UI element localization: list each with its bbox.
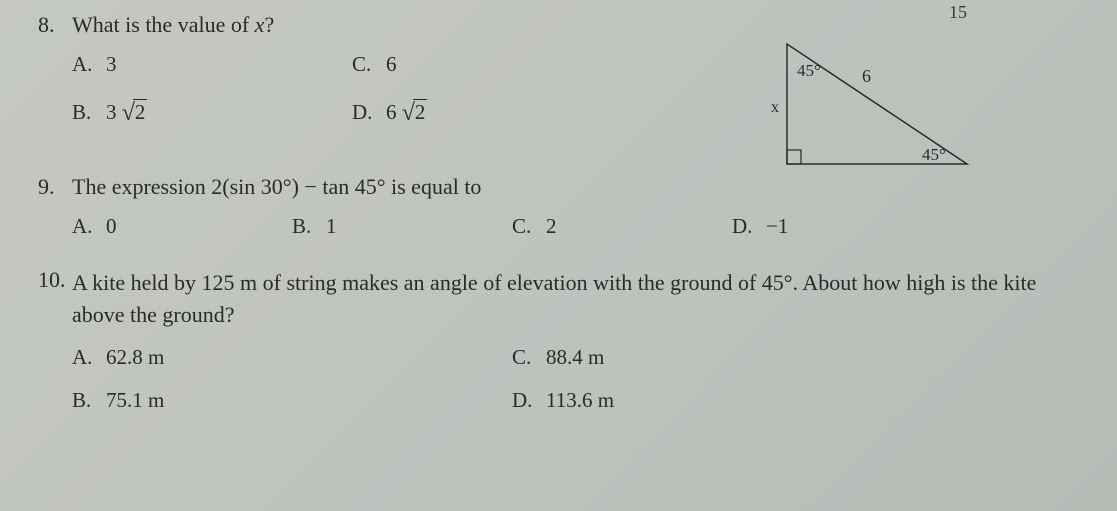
question-9: 9. The expression 2(sin 30°) − tan 45° i… (38, 174, 1087, 239)
q10-choice-D-value: 113.6 m (546, 388, 614, 413)
question-8-number: 8. (38, 12, 72, 38)
q9-choice-C-value: 2 (546, 214, 557, 239)
q8-choice-B-letter: B. (72, 100, 94, 125)
q10-choice-D-letter: D. (512, 388, 534, 413)
q10-choice-B: B. 75.1 m (72, 388, 512, 413)
q9-choice-B: B. 1 (292, 214, 512, 239)
q9-choice-B-letter: B. (292, 214, 314, 239)
q10-choice-C-value: 88.4 m (546, 345, 604, 370)
side-x-label: x (771, 99, 779, 116)
question-8-prompt: What is the value of x? (72, 12, 274, 38)
q8-choice-B: B. 3 √2 (72, 99, 352, 126)
hypotenuse-label: 6 (862, 66, 871, 86)
q9-choice-C: C. 2 (512, 214, 732, 239)
q9-choice-C-letter: C. (512, 214, 534, 239)
q10-choice-C: C. 88.4 m (512, 345, 952, 370)
q8-prompt-suffix: ? (264, 12, 274, 37)
radical-icon: √ (122, 100, 135, 127)
q10-choice-B-letter: B. (72, 388, 94, 413)
q10-choice-A-value: 62.8 m (106, 345, 164, 370)
q8-choice-D: D. 6 √2 (352, 99, 632, 126)
q10-choice-B-value: 75.1 m (106, 388, 164, 413)
q8-choice-D-radicand: 2 (413, 99, 428, 125)
question-9-prompt: The expression 2(sin 30°) − tan 45° is e… (72, 174, 481, 200)
q8-choice-A-value: 3 (106, 52, 117, 77)
q10-choice-C-letter: C. (512, 345, 534, 370)
q9-choice-A: A. 0 (72, 214, 292, 239)
q8-choice-D-letter: D. (352, 100, 374, 125)
radical-icon: √ (402, 100, 415, 127)
question-10-prompt: A kite held by 125 m of string makes an … (72, 267, 1082, 331)
q8-prompt-prefix: What is the value of (72, 12, 255, 37)
question-10-number: 10. (38, 267, 72, 293)
question-9-number: 9. (38, 174, 72, 200)
q10-choice-D: D. 113.6 m (512, 388, 952, 413)
question-10: 10. A kite held by 125 m of string makes… (38, 267, 1087, 413)
q8-choice-B-radicand: 2 (133, 99, 148, 125)
question-10-prompt-line: 10. A kite held by 125 m of string makes… (38, 267, 1087, 331)
q8-choice-B-value-wrap: 3 √2 (106, 99, 147, 126)
q8-prompt-var: x (255, 12, 265, 37)
q9-choice-D-letter: D. (732, 214, 754, 239)
question-8: 8. What is the value of x? A. 3 C. 6 B. … (38, 12, 1087, 126)
angle-top-label: 45° (797, 61, 821, 80)
q9-choice-D-value: −1 (766, 214, 788, 239)
triangle-svg: 45° 45° 6 x (727, 34, 987, 184)
q8-choice-C-letter: C. (352, 52, 374, 77)
q8-choice-D-coeff: 6 (386, 100, 397, 125)
q9-choice-A-value: 0 (106, 214, 117, 239)
question-9-prompt-line: 9. The expression 2(sin 30°) − tan 45° i… (38, 174, 1087, 200)
q9-choice-D: D. −1 (732, 214, 952, 239)
q8-choice-C: C. 6 (352, 52, 632, 77)
q10-choice-A: A. 62.8 m (72, 345, 512, 370)
angle-bottom-right-label: 45° (922, 145, 946, 164)
q8-choice-A: A. 3 (72, 52, 352, 77)
question-9-choices: A. 0 B. 1 C. 2 D. −1 (72, 214, 1087, 239)
question-10-choices: A. 62.8 m C. 88.4 m B. 75.1 m D. 113.6 m (72, 345, 1087, 413)
q9-choice-B-value: 1 (326, 214, 337, 239)
q8-choice-A-letter: A. (72, 52, 94, 77)
right-angle-box (787, 150, 801, 164)
q8-choice-B-coeff: 3 (106, 100, 117, 125)
q8-choice-C-value: 6 (386, 52, 397, 77)
q8-triangle-diagram: 45° 45° 6 x (727, 34, 987, 184)
q8-choice-D-value-wrap: 6 √2 (386, 99, 427, 126)
q10-choice-A-letter: A. (72, 345, 94, 370)
q9-choice-A-letter: A. (72, 214, 94, 239)
